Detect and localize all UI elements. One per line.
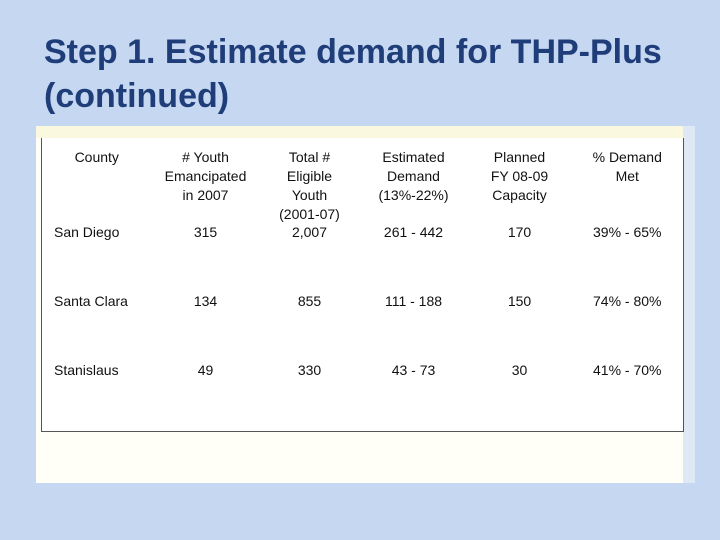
header-planned-capacity-line-3: Capacity <box>492 187 547 203</box>
header-planned-capacity-line-1: Planned <box>493 149 546 165</box>
cell-total-eligible: 2,007 <box>291 224 328 240</box>
cell-youth-emancipated: 49 <box>197 362 214 378</box>
header-youth-emancipated: # Youth Emancipated in 2007 <box>152 138 260 224</box>
slide-title: Step 1. Estimate demand for THP-Plus (co… <box>44 30 704 118</box>
header-total-eligible-line-1: Total # <box>288 149 331 165</box>
slide-title-line-2: (continued) <box>44 77 230 115</box>
cell-county: Stanislaus <box>54 362 119 378</box>
panel-shadow <box>683 126 695 483</box>
header-youth-emancipated-line-1: # Youth <box>182 149 229 165</box>
cell-estimated-demand: 261 - 442 <box>383 224 444 240</box>
header-youth-emancipated-line-2: Emancipated <box>164 168 247 184</box>
header-planned-capacity-line-2: FY 08-09 <box>490 168 549 184</box>
cell-estimated-demand: 43 - 73 <box>391 362 436 378</box>
table-header-row: County # Youth Emancipated in 2007 Total… <box>42 138 684 224</box>
demand-table: County # Youth Emancipated in 2007 Total… <box>41 138 684 432</box>
header-planned-capacity: Planned FY 08-09 Capacity <box>468 138 572 224</box>
cell-total-eligible: 330 <box>297 362 322 378</box>
cell-total-eligible: 855 <box>297 293 322 309</box>
header-demand-met: % Demand Met <box>572 138 684 224</box>
header-total-eligible-line-4: (2001-07) <box>279 206 340 222</box>
header-demand-met-line-2: Met <box>615 168 639 184</box>
panel-top-bar <box>36 126 695 138</box>
header-estimated-demand: Estimated Demand (13%-22%) <box>360 138 468 224</box>
cell-demand-met: 41% - 70% <box>593 362 662 378</box>
header-total-eligible-line-2: Eligible <box>286 168 333 184</box>
header-estimated-demand-line-3: (13%-22%) <box>378 187 449 203</box>
header-estimated-demand-line-1: Estimated <box>382 149 445 165</box>
cell-planned-capacity: 150 <box>507 293 532 309</box>
header-county-text: County <box>74 149 119 165</box>
header-total-eligible-line-3: Youth <box>291 187 328 203</box>
header-estimated-demand-line-2: Demand <box>387 168 440 184</box>
cell-planned-capacity: 170 <box>507 224 532 240</box>
table-row: Stanislaus 49 330 43 - 73 30 41% - 70% <box>42 362 684 432</box>
header-demand-met-line-1: % Demand <box>592 149 662 165</box>
cell-estimated-demand: 111 - 188 <box>384 293 443 309</box>
cell-planned-capacity: 30 <box>511 362 528 378</box>
header-youth-emancipated-line-3: in 2007 <box>182 187 229 203</box>
cell-county: Santa Clara <box>54 293 128 309</box>
header-county: County <box>42 138 152 224</box>
cell-county: San Diego <box>54 224 120 240</box>
slide-title-line-1: Step 1. Estimate demand for THP-Plus <box>44 33 662 71</box>
cell-youth-emancipated: 315 <box>193 224 218 240</box>
table-row: San Diego 315 2,007 261 - 442 170 39% - … <box>42 224 684 293</box>
table-row: Santa Clara 134 855 111 - 188 150 74% - … <box>42 293 684 362</box>
cell-demand-met: 39% - 65% <box>593 224 662 240</box>
header-total-eligible: Total # Eligible Youth (2001-07) <box>260 138 360 224</box>
cell-demand-met: 74% - 80% <box>593 293 662 309</box>
cell-youth-emancipated: 134 <box>193 293 218 309</box>
